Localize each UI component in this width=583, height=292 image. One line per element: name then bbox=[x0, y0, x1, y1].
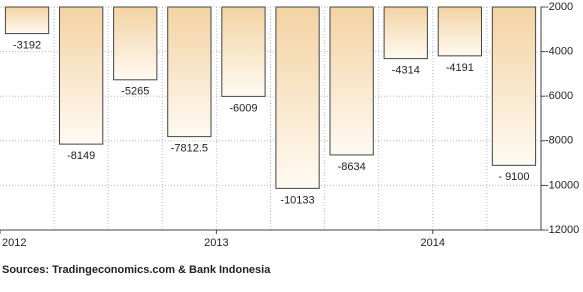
source: Sources: Tradingeconomics.com & Bank Ind… bbox=[2, 264, 271, 276]
bar bbox=[491, 6, 537, 166]
value-label: -6009 bbox=[229, 102, 257, 114]
y-tick-label: -10000 bbox=[545, 179, 579, 191]
bar bbox=[329, 6, 374, 156]
y-tick-label: -4000 bbox=[545, 46, 573, 58]
marks bbox=[4, 6, 537, 189]
value-label: -8634 bbox=[338, 161, 366, 173]
x-tick-label: 2012 bbox=[2, 237, 26, 249]
bar bbox=[221, 6, 266, 97]
bar bbox=[59, 6, 104, 145]
y-tick-label: -6000 bbox=[545, 90, 573, 102]
value-label: -4191 bbox=[446, 62, 474, 74]
value-label: -7812.5 bbox=[171, 143, 208, 155]
value-label: -3192 bbox=[13, 39, 41, 51]
value-label: -4314 bbox=[392, 65, 420, 77]
y-tick-label: -8000 bbox=[545, 135, 573, 147]
value-label: - 9100 bbox=[498, 171, 529, 183]
y-tick-label: -12000 bbox=[545, 224, 579, 236]
bar bbox=[113, 6, 158, 81]
value-label: -8149 bbox=[67, 150, 95, 162]
value-label: -5265 bbox=[121, 86, 149, 98]
bar bbox=[383, 6, 428, 60]
value-label: -10133 bbox=[280, 194, 314, 206]
bar bbox=[275, 6, 320, 189]
bar bbox=[437, 6, 482, 57]
bar bbox=[167, 6, 212, 138]
bar bbox=[4, 6, 50, 35]
x-tick-label: 2014 bbox=[421, 237, 445, 249]
y-tick-label: -2000 bbox=[545, 1, 573, 13]
x-tick-label: 2013 bbox=[204, 237, 228, 249]
